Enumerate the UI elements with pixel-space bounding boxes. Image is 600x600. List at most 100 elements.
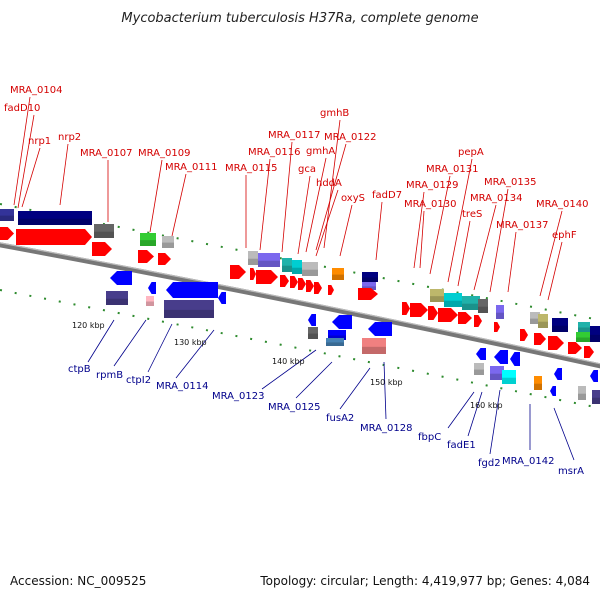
- label-leader-line: [259, 158, 271, 251]
- label-leader-line: [147, 323, 173, 373]
- gene-label: fadD7: [372, 190, 402, 201]
- gene-feature: [328, 285, 334, 295]
- label-leader-line: [383, 361, 387, 420]
- gene-feature: [568, 342, 582, 354]
- gene-label: MRA_0137: [496, 220, 548, 231]
- gene-feature-shade: [0, 215, 14, 221]
- gene-feature-shade: [590, 334, 600, 342]
- gene-feature: [550, 386, 556, 396]
- label-leader-line: [447, 391, 475, 429]
- gene-feature: [502, 370, 516, 384]
- gene-feature: [0, 209, 14, 221]
- gene-label: MRA_0115: [225, 163, 277, 174]
- gene-label: nrp2: [58, 132, 81, 143]
- gene-feature: [250, 268, 256, 280]
- gene-feature: [230, 265, 246, 279]
- gene-feature-shade: [496, 312, 504, 319]
- gene-feature-shade: [362, 277, 378, 282]
- gene-label: gca: [298, 164, 316, 175]
- gene-feature: [530, 312, 540, 324]
- gene-feature-shade: [578, 393, 586, 400]
- gene-label: MRA_0135: [484, 177, 536, 188]
- gene-label: fbpC: [418, 432, 441, 443]
- gene-feature-shade: [302, 269, 318, 276]
- gene-feature: [298, 278, 306, 290]
- gene-label: MRA_0130: [404, 199, 456, 210]
- gene-feature-shade: [444, 300, 462, 307]
- gene-feature: [428, 306, 438, 320]
- gene-feature-shade: [576, 337, 590, 342]
- gene-feature: [430, 289, 444, 302]
- gene-label: MRA_0128: [360, 423, 412, 434]
- gene-feature: [474, 315, 482, 327]
- label-leader-line: [295, 361, 333, 399]
- genome-backbone: [0, 242, 600, 369]
- gene-label: MRA_0117: [268, 130, 320, 141]
- gene-feature: [308, 327, 318, 339]
- gene-feature: [306, 280, 314, 292]
- gene-feature-shade: [430, 296, 444, 302]
- label-leader-line: [489, 389, 501, 455]
- gene-feature: [16, 229, 92, 245]
- gene-feature: [256, 270, 278, 284]
- gene-feature-shade: [362, 346, 386, 354]
- label-leader-line: [419, 210, 425, 269]
- gene-feature-shade: [534, 383, 542, 390]
- gene-feature-shade: [106, 298, 128, 305]
- gene-label: MRA_0114: [156, 381, 208, 392]
- gene-feature: [496, 305, 504, 319]
- gene-feature: [444, 293, 462, 307]
- gene-label: MRA_0134: [470, 193, 522, 204]
- gene-feature: [292, 260, 302, 274]
- gene-feature-shade: [552, 325, 568, 332]
- gene-feature: [0, 227, 14, 240]
- gene-label: MRA_0125: [268, 402, 320, 413]
- gene-feature: [476, 348, 486, 360]
- gene-feature: [140, 233, 156, 246]
- gene-feature: [158, 253, 171, 265]
- label-leader-line: [375, 201, 383, 261]
- label-leader-line: [429, 175, 451, 275]
- gene-label: MRA_0131: [426, 164, 478, 175]
- gene-feature-shade: [462, 303, 480, 310]
- gene-feature: [438, 308, 458, 322]
- gene-feature: [402, 302, 410, 315]
- gene-label: treS: [462, 209, 482, 220]
- label-leader-line: [21, 147, 41, 208]
- gene-feature: [314, 282, 322, 294]
- label-leader-line: [17, 114, 35, 209]
- gene-label: fgd2: [478, 458, 501, 469]
- gene-feature: [494, 322, 500, 332]
- label-leader-line: [507, 231, 517, 293]
- gene-feature: [148, 282, 156, 294]
- gene-label: fadE1: [447, 440, 476, 451]
- gene-feature: [164, 300, 214, 318]
- gene-feature: [534, 376, 542, 390]
- gene-feature: [368, 322, 392, 336]
- gene-label: MRA_0111: [165, 162, 217, 173]
- label-leader-line: [323, 119, 341, 249]
- label-leader-line: [339, 204, 353, 257]
- gene-feature: [410, 303, 428, 317]
- gene-label: MRA_0104: [10, 85, 62, 96]
- label-leader-line: [539, 210, 563, 297]
- gene-label: MRA_0123: [212, 391, 264, 402]
- gene-feature: [308, 314, 316, 326]
- gene-feature: [592, 390, 600, 404]
- gene-feature-shade: [94, 231, 114, 238]
- gene-feature: [290, 276, 298, 288]
- gene-feature: [326, 338, 344, 346]
- gene-feature: [332, 315, 352, 329]
- gene-feature-shade: [538, 321, 548, 328]
- label-leader-line: [553, 407, 575, 461]
- scale-tick-label: 120 kbp: [72, 321, 105, 330]
- gene-label: fadD10: [4, 103, 40, 114]
- gene-feature-shade: [478, 306, 488, 313]
- accession-text: Accession: NC_009525: [10, 574, 146, 588]
- gene-feature: [590, 370, 598, 382]
- gene-feature: [328, 330, 346, 340]
- gene-feature: [248, 251, 258, 265]
- gene-feature: [578, 386, 586, 400]
- scale-tick-label: 160 kbp: [470, 401, 503, 410]
